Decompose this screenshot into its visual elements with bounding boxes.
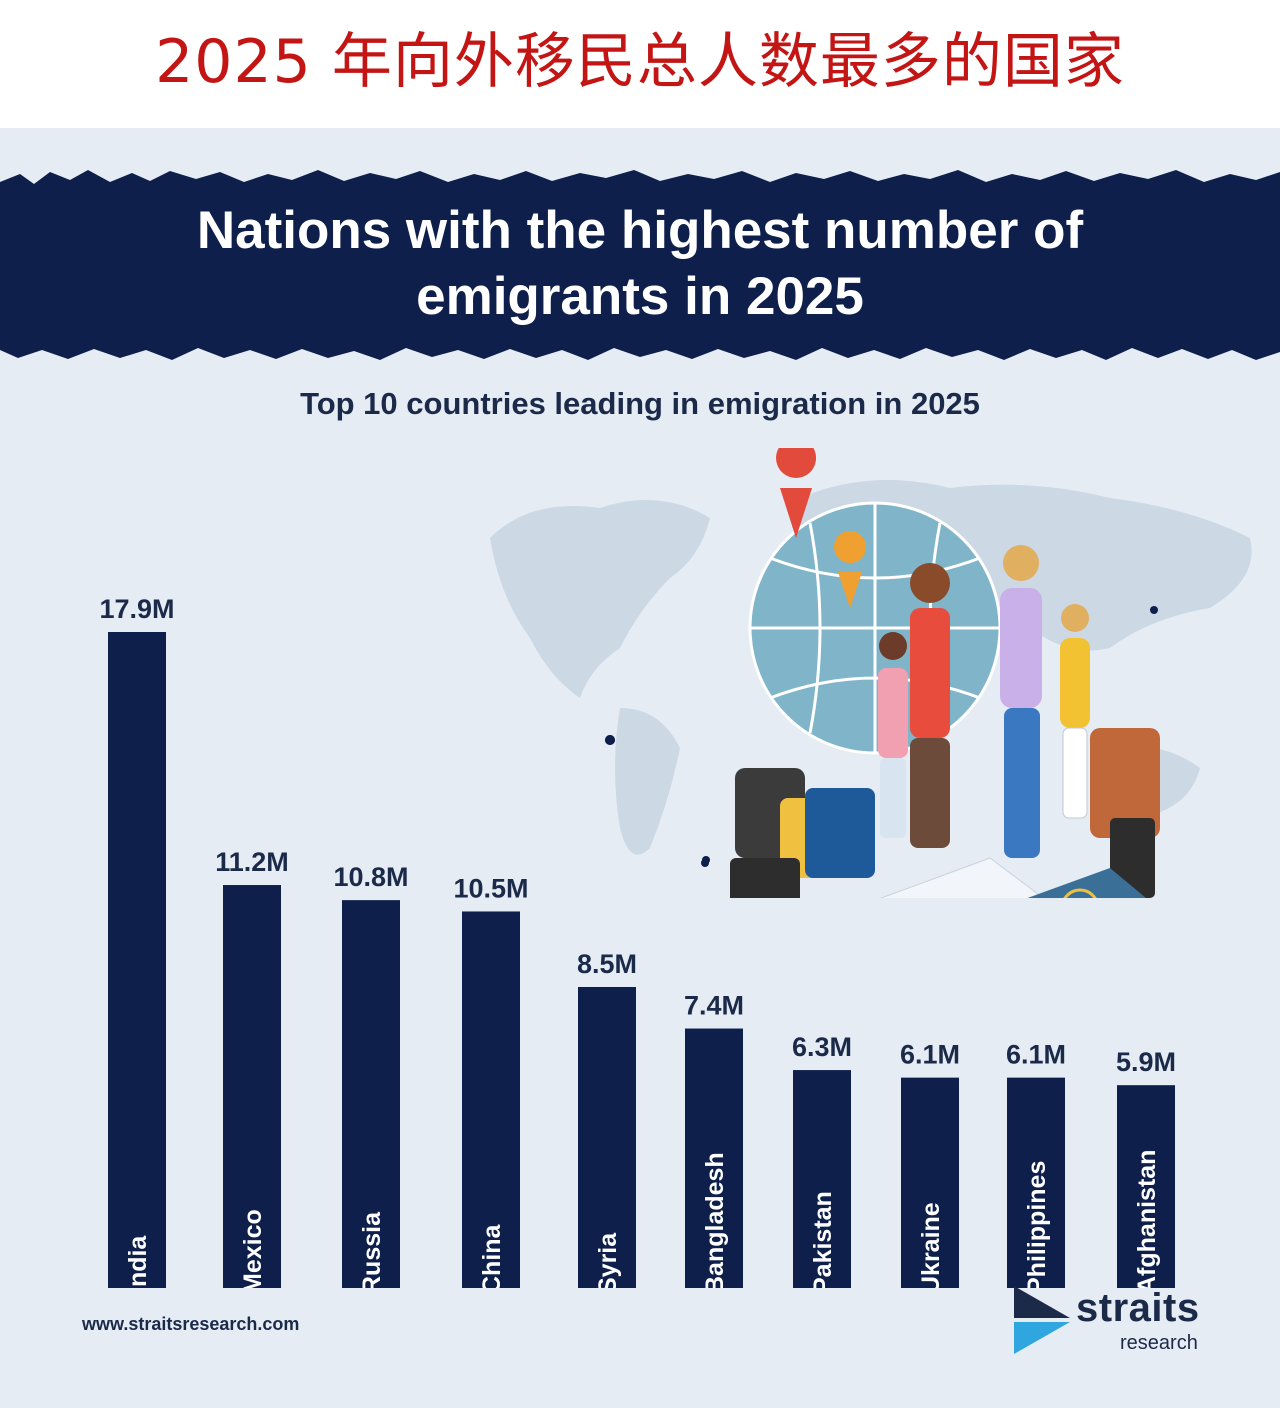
page-title: 2025 年向外移民总人数最多的国家: [155, 27, 1125, 97]
straits-research-logo: straits research: [1010, 1284, 1220, 1364]
category-label: Bangladesh: [701, 1152, 729, 1288]
value-label: 6.3M: [792, 1032, 852, 1062]
banner-title: Nations with the highest number of emigr…: [196, 201, 1084, 326]
logo-name: straits: [1076, 1286, 1200, 1330]
category-label: Syria: [594, 1232, 622, 1288]
family-figures-icon: [878, 545, 1090, 858]
luggage-icon: [730, 728, 1160, 898]
category-label: Russia: [358, 1211, 386, 1288]
value-label: 8.5M: [577, 949, 637, 979]
bar-afghanistan: [1117, 1085, 1175, 1288]
value-label: 10.8M: [333, 862, 408, 892]
passport-icon: [879, 857, 1146, 898]
category-label: China: [478, 1223, 506, 1288]
category-label: Pakistan: [809, 1191, 837, 1288]
value-label: 10.5M: [453, 873, 528, 903]
bar-china: [462, 911, 520, 1288]
title-banner: [0, 170, 1280, 360]
category-label: Mexico: [239, 1209, 267, 1288]
bar-russia: [342, 900, 400, 1288]
bar-mexico: [223, 885, 281, 1288]
value-label: 6.1M: [1006, 1040, 1066, 1070]
bar-ukraine: [901, 1077, 959, 1288]
logo-subtitle: research: [1120, 1332, 1198, 1354]
bar-bangladesh: [685, 1028, 743, 1288]
category-label: India: [124, 1235, 152, 1288]
value-label: 5.9M: [1116, 1047, 1176, 1077]
chart-title: Top 10 countries leading in emigration i…: [300, 386, 980, 421]
bar-chart: 17.9M India 11.2M Mexico 10.8M Russia 10.5M Chi…: [99, 594, 1176, 1288]
bar-pakistan: [793, 1070, 851, 1288]
value-label: 7.4M: [684, 991, 744, 1021]
category-label: Philippines: [1023, 1161, 1051, 1288]
bar-india: [108, 632, 166, 1288]
value-label: 17.9M: [99, 594, 174, 624]
logo-arrow-icon: [1014, 1286, 1070, 1354]
category-label: Afghanistan: [1133, 1150, 1161, 1288]
value-label: 11.2M: [215, 847, 289, 877]
infographic-panel: Nations with the highest number of emigr…: [0, 128, 1280, 1408]
category-label: Ukraine: [917, 1202, 945, 1288]
emigration-illustration: [490, 448, 1252, 898]
website-url: www.straitsresearch.com: [82, 1314, 300, 1334]
map-pin-icon: [776, 448, 867, 608]
value-label: 6.1M: [900, 1040, 960, 1070]
bar-philippines: [1007, 1077, 1065, 1288]
bar-syria: [578, 986, 636, 1288]
